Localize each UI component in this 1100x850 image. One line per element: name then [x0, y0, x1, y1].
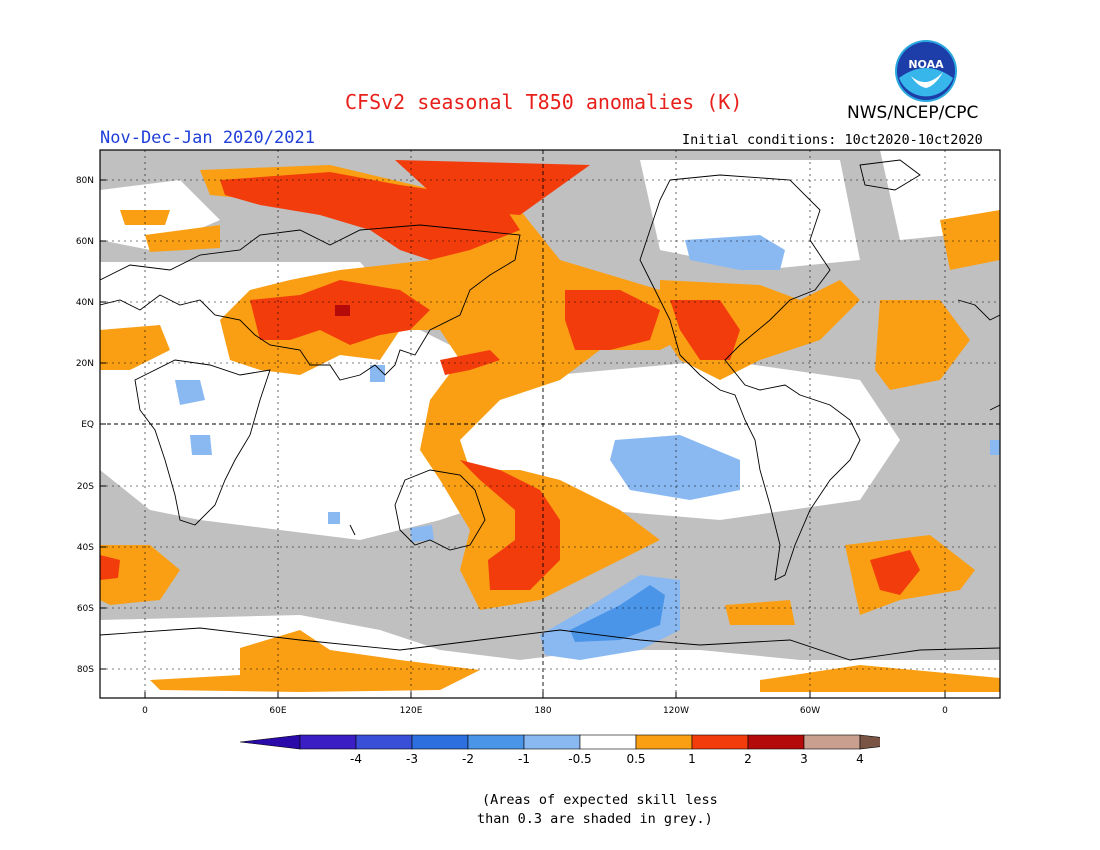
lat-tick-label: 20N — [76, 359, 94, 369]
lon-tick-label: 60W — [800, 706, 820, 716]
neutral-zone — [100, 262, 540, 540]
colorbar-label: -0.5 — [568, 752, 591, 766]
colorbar-segment — [411, 734, 469, 750]
colorbar-label: -2 — [462, 752, 474, 766]
negative-anomaly-region — [328, 512, 340, 524]
colorbar-label: -3 — [406, 752, 418, 766]
footnote-line-2: than 0.3 are shaded in grey.) — [477, 811, 713, 827]
lon-tick-label: 0 — [942, 706, 948, 716]
negative-anomaly-region — [370, 365, 385, 382]
colorbar-label: 0.5 — [626, 752, 645, 766]
positive-anomaly-region — [725, 600, 795, 625]
forecast-period: Nov-Dec-Jan 2020/2021 — [100, 128, 315, 148]
colorbar-segment — [635, 734, 693, 750]
lon-tick-label: 120E — [400, 706, 423, 716]
negative-anomaly-region — [175, 380, 205, 405]
colorbar-segment — [523, 734, 581, 750]
strong-positive-region — [100, 555, 120, 580]
lat-tick-label: EQ — [81, 420, 94, 430]
positive-anomaly-region — [760, 665, 1000, 692]
lon-tick-label: 0 — [142, 706, 148, 716]
colorbar-segment — [803, 734, 861, 750]
colorbar-label: -1 — [518, 752, 530, 766]
strong-positive-region — [395, 160, 590, 215]
lat-tick-label: 80S — [77, 665, 94, 675]
negative-anomaly-region — [685, 235, 785, 270]
strong-positive-region — [870, 550, 920, 595]
lat-tick-label: 60S — [77, 604, 94, 614]
colorbar-segment — [691, 734, 749, 750]
coastlines — [100, 159, 1000, 661]
strong-positive-region — [440, 350, 500, 375]
map-title: CFSv2 seasonal T850 anomalies (K) — [345, 90, 743, 114]
positive-anomaly-region — [145, 225, 220, 252]
anomaly-map: 80N 60N 40N 20N EQ 20S 40S 60S 80S 0 60E 120E 180 12… — [76, 149, 1001, 716]
neutral-zone — [500, 360, 900, 520]
initial-conditions: Initial conditions: 10ct2020-10ct2020 — [682, 132, 983, 148]
positive-anomaly-region — [875, 300, 970, 390]
positive-anomaly-region — [200, 165, 700, 610]
lon-tick-label: 120W — [663, 706, 689, 716]
lat-tick-label: 40S — [77, 543, 94, 553]
negative-anomaly-region — [410, 525, 434, 542]
colorbar-label: -4 — [350, 752, 362, 766]
positive-anomaly-region — [100, 325, 170, 370]
colorbar-label: 2 — [744, 752, 752, 766]
negative-anomaly-region — [190, 435, 212, 455]
negative-anomaly-region — [990, 440, 1000, 455]
lat-tick-label: 80N — [76, 176, 94, 186]
colorbar-high-arrow — [859, 734, 880, 750]
noaa-logo-text: NOAA — [908, 58, 944, 71]
negative-anomaly-region — [610, 435, 740, 500]
strong-positive-region — [460, 460, 560, 590]
very-strong-positive-region — [335, 305, 350, 316]
colorbar: -4 -3 -2 -1 -0.5 0.5 1 2 3 4 — [239, 734, 880, 766]
colorbar-segment — [355, 734, 413, 750]
lon-tick-label: 180 — [534, 706, 551, 716]
latitude-ticks: 80N 60N 40N 20N EQ 20S 40S 60S 80S — [76, 176, 1000, 675]
colorbar-segment — [579, 734, 637, 750]
colorbar-label: 4 — [856, 752, 864, 766]
lat-tick-label: 60N — [76, 237, 94, 247]
strong-positive-region — [670, 300, 740, 360]
lat-tick-label: 40N — [76, 298, 94, 308]
positive-anomaly-region — [150, 630, 480, 692]
strong-negative-region — [570, 585, 665, 642]
longitude-ticks: 0 60E 120E 180 120W 60W 0 — [142, 150, 948, 716]
colorbar-label: 3 — [800, 752, 808, 766]
strong-positive-region — [565, 290, 660, 350]
colorbar-segment — [467, 734, 525, 750]
colorbar-low-arrow — [239, 734, 301, 750]
colorbar-label: 1 — [688, 752, 696, 766]
lon-tick-label: 60E — [269, 706, 286, 716]
agency-label: NWS/NCEP/CPC — [847, 103, 979, 123]
lat-tick-label: 20S — [77, 482, 94, 492]
noaa-logo: NOAA — [895, 40, 957, 102]
positive-anomaly-region — [940, 210, 1000, 270]
footnote-line-1: (Areas of expected skill less — [482, 792, 718, 808]
colorbar-segment — [299, 734, 357, 750]
colorbar-segment — [747, 734, 805, 750]
